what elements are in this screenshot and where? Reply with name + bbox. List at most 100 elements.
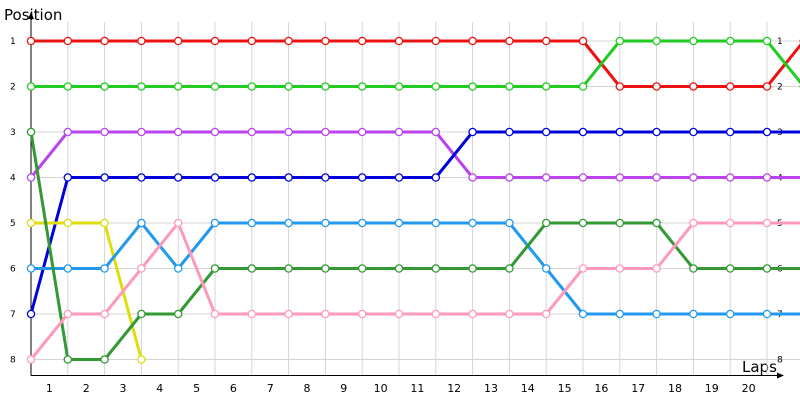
x-tick-label: 9 <box>340 382 347 395</box>
data-point <box>541 264 551 273</box>
data-point <box>652 309 661 319</box>
data-point <box>210 82 220 91</box>
data-point <box>100 264 109 273</box>
data-point <box>578 127 588 137</box>
data-point <box>394 309 404 319</box>
data-point <box>284 309 293 319</box>
data-point <box>394 82 404 91</box>
data-point <box>357 309 367 319</box>
data-point <box>615 82 625 91</box>
data-point <box>63 355 73 364</box>
data-point <box>689 309 698 319</box>
data-point <box>63 264 73 273</box>
data-point <box>357 36 367 46</box>
data-point <box>725 309 735 319</box>
data-point <box>505 173 514 182</box>
data-point <box>284 36 293 46</box>
data-point <box>725 264 735 273</box>
y-tick-label: 6 <box>10 265 16 275</box>
data-point <box>247 82 257 91</box>
data-point <box>247 127 257 137</box>
x-tick-label: 10 <box>374 382 388 395</box>
data-point <box>578 264 588 273</box>
x-tick-label: 8 <box>304 382 311 395</box>
data-point <box>652 127 661 137</box>
data-point <box>431 127 441 137</box>
data-point <box>431 82 441 91</box>
series-line <box>29 130 800 361</box>
data-point <box>137 264 146 273</box>
data-point <box>541 218 551 228</box>
data-point <box>63 36 73 46</box>
y-tick-label-right: 1 <box>777 37 783 47</box>
data-point <box>505 309 514 319</box>
data-point <box>578 309 588 319</box>
data-point <box>468 218 477 228</box>
data-point <box>762 82 772 91</box>
data-point <box>615 264 625 273</box>
data-point <box>615 36 625 46</box>
data-point <box>26 173 36 182</box>
data-point <box>173 127 183 137</box>
data-point <box>321 218 330 228</box>
data-point <box>63 82 73 91</box>
x-tick-label: 14 <box>521 382 535 395</box>
x-axis-arrow <box>777 372 784 379</box>
data-point <box>357 218 367 228</box>
data-point <box>321 309 330 319</box>
data-point <box>100 218 109 228</box>
data-point <box>137 173 146 182</box>
data-point <box>578 82 588 91</box>
data-point <box>357 264 367 273</box>
y-tick-label: 7 <box>10 310 16 320</box>
x-tick-label: 3 <box>120 382 127 395</box>
data-point <box>63 127 73 137</box>
data-point <box>394 36 404 46</box>
x-tick-label: 18 <box>668 382 682 395</box>
data-point <box>26 309 36 319</box>
data-point <box>468 309 477 319</box>
data-point <box>247 264 257 273</box>
data-point <box>100 82 109 91</box>
data-point <box>26 264 36 273</box>
grid <box>30 22 800 376</box>
data-point <box>247 36 257 46</box>
data-point <box>63 218 73 228</box>
data-point <box>689 127 698 137</box>
data-point <box>725 82 735 91</box>
data-point <box>468 264 477 273</box>
y-tick-label-right: 2 <box>777 83 783 93</box>
data-point <box>284 173 293 182</box>
data-point <box>173 309 183 319</box>
data-point <box>505 82 514 91</box>
series <box>26 36 800 364</box>
data-point <box>137 36 146 46</box>
x-tick-label: 15 <box>558 382 572 395</box>
data-point <box>431 173 441 182</box>
data-point <box>100 355 109 364</box>
x-tick-label: 7 <box>267 382 274 395</box>
data-point <box>100 127 109 137</box>
data-point <box>468 36 477 46</box>
series-4 <box>26 127 800 319</box>
data-point <box>100 173 109 182</box>
data-point <box>284 264 293 273</box>
data-point <box>210 218 220 228</box>
data-point <box>247 218 257 228</box>
x-tick-label: 11 <box>410 382 424 395</box>
data-point <box>26 355 36 364</box>
data-point <box>762 218 772 228</box>
series-8 <box>26 218 800 364</box>
y-tick-label: 3 <box>10 128 16 138</box>
series-line <box>29 39 800 88</box>
data-point <box>541 82 551 91</box>
data-point <box>541 127 551 137</box>
data-point <box>63 309 73 319</box>
data-point <box>321 173 330 182</box>
data-point <box>26 127 36 137</box>
series-7 <box>26 127 800 364</box>
data-point <box>725 173 735 182</box>
y-axis-title: Position <box>4 6 62 24</box>
data-point <box>505 36 514 46</box>
